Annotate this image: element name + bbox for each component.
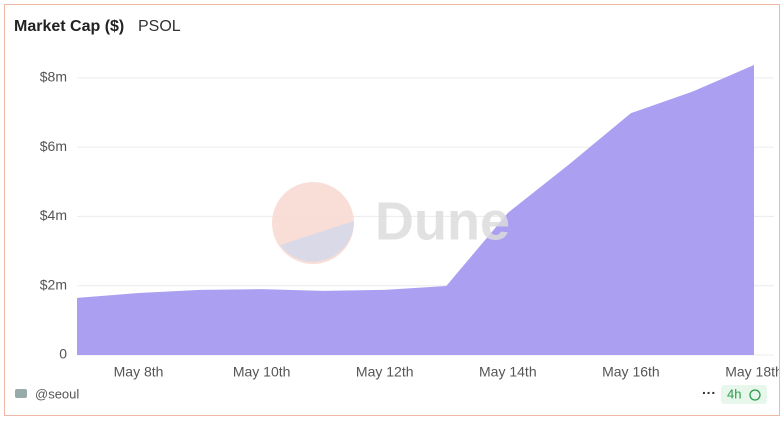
x-tick-label: May 18th: [725, 364, 779, 380]
author[interactable]: @seoul: [35, 386, 79, 401]
x-tick-label: May 14th: [479, 364, 537, 380]
author-avatar: [15, 389, 27, 398]
x-tick-label: May 12th: [356, 364, 414, 380]
area: [77, 65, 754, 355]
y-tick-label: $8m: [40, 69, 67, 85]
refresh-age: 4h: [727, 386, 741, 401]
x-tick-label: May 16th: [602, 364, 660, 380]
watermark-logo-part: [280, 221, 354, 262]
watermark: Dune: [272, 182, 510, 264]
y-tick-label: $6m: [40, 138, 67, 154]
chart-title: Market Cap ($): [14, 18, 124, 35]
menu-dots[interactable]: ···: [702, 385, 716, 401]
watermark-text: Dune: [375, 191, 510, 251]
y-tick-label: 0: [59, 346, 67, 362]
y-tick-label: $2m: [40, 276, 67, 292]
x-tick-label: May 8th: [114, 364, 164, 380]
chart-subtitle: PSOL: [138, 18, 181, 35]
refresh-icon: [749, 389, 761, 401]
chart-card: Market Cap ($) PSOL 0 $2m $4m $6m $8m @seoul…: [4, 4, 780, 416]
x-tick-label: May 10th: [233, 364, 291, 380]
chart: Market Cap ($) PSOL 0 $2m $4m $6m $8m @seoul…: [14, 18, 779, 404]
y-tick-label: $4m: [40, 207, 67, 223]
